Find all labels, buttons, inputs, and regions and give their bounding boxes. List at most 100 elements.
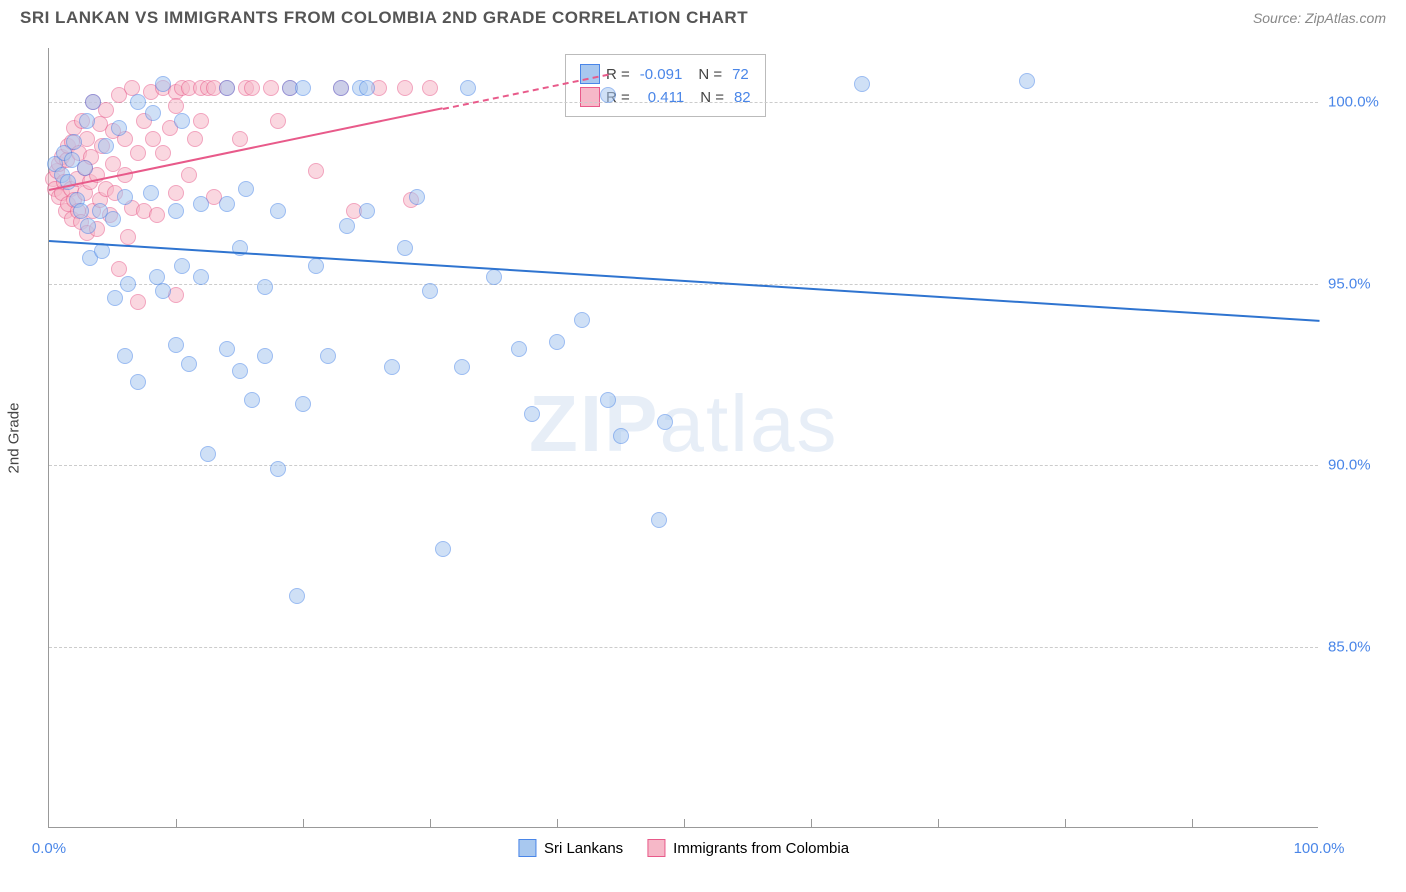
ytick-label: 85.0% xyxy=(1328,638,1388,655)
scatter-point-series1 xyxy=(1019,73,1035,89)
scatter-point-series1 xyxy=(657,414,673,430)
legend-item-1: Sri Lankans xyxy=(518,839,623,857)
scatter-point-series2 xyxy=(244,80,260,96)
xtick-label: 0.0% xyxy=(32,840,66,857)
scatter-point-series1 xyxy=(409,189,425,205)
scatter-point-series1 xyxy=(384,359,400,375)
scatter-point-series1 xyxy=(168,203,184,219)
xtick-mark xyxy=(811,819,812,827)
xtick-mark xyxy=(303,819,304,827)
scatter-point-series1 xyxy=(77,160,93,176)
scatter-point-series1 xyxy=(155,283,171,299)
scatter-point-series1 xyxy=(238,181,254,197)
scatter-point-series1 xyxy=(359,203,375,219)
ytick-label: 90.0% xyxy=(1328,457,1388,474)
scatter-point-series1 xyxy=(219,80,235,96)
scatter-point-series1 xyxy=(308,258,324,274)
scatter-point-series1 xyxy=(168,337,184,353)
scatter-point-series2 xyxy=(270,113,286,129)
scatter-point-series1 xyxy=(232,363,248,379)
scatter-point-series1 xyxy=(435,541,451,557)
scatter-point-series1 xyxy=(117,348,133,364)
scatter-point-series1 xyxy=(454,359,470,375)
plot-area: 2nd Grade ZIPatlas R = -0.091 N = 72 R =… xyxy=(48,48,1318,828)
scatter-point-series1 xyxy=(339,218,355,234)
scatter-point-series1 xyxy=(200,446,216,462)
scatter-point-series1 xyxy=(486,269,502,285)
scatter-point-series2 xyxy=(193,113,209,129)
xtick-mark xyxy=(1192,819,1193,827)
scatter-point-series1 xyxy=(130,94,146,110)
scatter-point-series1 xyxy=(145,105,161,121)
scatter-point-series2 xyxy=(155,145,171,161)
scatter-point-series1 xyxy=(295,80,311,96)
scatter-point-series1 xyxy=(117,189,133,205)
trend-line-series1 xyxy=(49,240,1319,322)
xtick-label: 100.0% xyxy=(1294,840,1345,857)
scatter-point-series1 xyxy=(320,348,336,364)
scatter-point-series2 xyxy=(397,80,413,96)
scatter-point-series2 xyxy=(168,185,184,201)
xtick-mark xyxy=(176,819,177,827)
scatter-point-series1 xyxy=(111,120,127,136)
scatter-point-series1 xyxy=(107,290,123,306)
scatter-point-series1 xyxy=(359,80,375,96)
scatter-point-series1 xyxy=(193,196,209,212)
stat-label-r: R = xyxy=(606,66,630,83)
scatter-point-series1 xyxy=(79,113,95,129)
scatter-point-series1 xyxy=(181,356,197,372)
scatter-point-series1 xyxy=(244,392,260,408)
scatter-point-series1 xyxy=(524,406,540,422)
scatter-point-series1 xyxy=(574,312,590,328)
bottom-legend: Sri Lankans Immigrants from Colombia xyxy=(518,839,849,857)
series1-r-value: -0.091 xyxy=(640,66,683,83)
series2-swatch-icon xyxy=(647,839,665,857)
scatter-point-series2 xyxy=(263,80,279,96)
scatter-point-series2 xyxy=(232,131,248,147)
scatter-point-series1 xyxy=(511,341,527,357)
scatter-point-series2 xyxy=(120,229,136,245)
stat-label-n: N = xyxy=(698,66,722,83)
series2-swatch-icon xyxy=(580,87,600,107)
scatter-point-series1 xyxy=(143,185,159,201)
scatter-point-series2 xyxy=(130,294,146,310)
scatter-point-series1 xyxy=(549,334,565,350)
series1-swatch-icon xyxy=(518,839,536,857)
scatter-point-series2 xyxy=(187,131,203,147)
xtick-mark xyxy=(938,819,939,827)
scatter-point-series2 xyxy=(111,261,127,277)
scatter-point-series1 xyxy=(219,341,235,357)
scatter-point-series1 xyxy=(219,196,235,212)
scatter-point-series1 xyxy=(80,218,96,234)
scatter-point-series1 xyxy=(600,87,616,103)
xtick-mark xyxy=(684,819,685,827)
gridline-h xyxy=(49,284,1318,285)
scatter-point-series1 xyxy=(600,392,616,408)
scatter-point-series1 xyxy=(270,461,286,477)
scatter-point-series1 xyxy=(174,113,190,129)
scatter-point-series1 xyxy=(193,269,209,285)
series1-n-value: 72 xyxy=(732,66,749,83)
xtick-mark xyxy=(557,819,558,827)
scatter-point-series1 xyxy=(651,512,667,528)
scatter-point-series1 xyxy=(85,94,101,110)
gridline-h xyxy=(49,465,1318,466)
series1-label: Sri Lankans xyxy=(544,840,623,857)
scatter-point-series1 xyxy=(257,348,273,364)
scatter-point-series1 xyxy=(289,588,305,604)
xtick-mark xyxy=(1065,819,1066,827)
stats-legend: R = -0.091 N = 72 R = 0.411 N = 82 xyxy=(565,54,766,117)
scatter-point-series2 xyxy=(145,131,161,147)
scatter-point-series1 xyxy=(174,258,190,274)
scatter-point-series1 xyxy=(155,76,171,92)
scatter-point-series1 xyxy=(613,428,629,444)
scatter-point-series1 xyxy=(295,396,311,412)
chart-container: 2nd Grade ZIPatlas R = -0.091 N = 72 R =… xyxy=(48,48,1318,828)
scatter-point-series2 xyxy=(422,80,438,96)
series2-label: Immigrants from Colombia xyxy=(673,840,849,857)
gridline-h xyxy=(49,647,1318,648)
scatter-point-series2 xyxy=(130,145,146,161)
scatter-point-series1 xyxy=(98,138,114,154)
series1-swatch-icon xyxy=(580,64,600,84)
scatter-point-series2 xyxy=(308,163,324,179)
